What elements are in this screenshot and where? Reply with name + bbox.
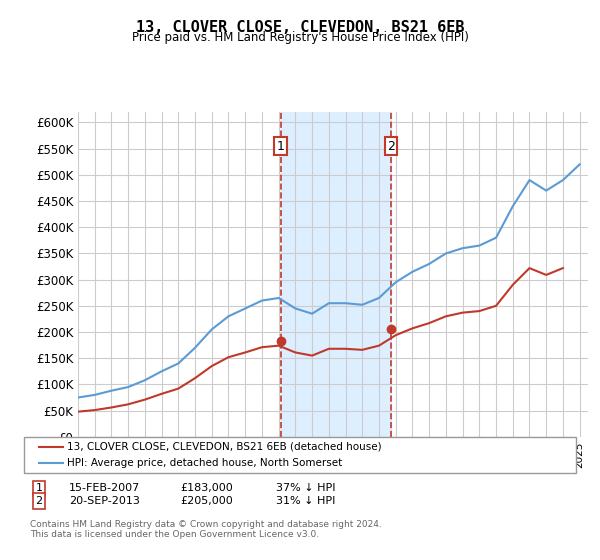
Text: 2: 2 [35,496,43,506]
Text: £205,000: £205,000 [180,496,233,506]
Text: 1: 1 [35,483,43,493]
Text: 13, CLOVER CLOSE, CLEVEDON, BS21 6EB: 13, CLOVER CLOSE, CLEVEDON, BS21 6EB [136,20,464,35]
Text: 31% ↓ HPI: 31% ↓ HPI [276,496,335,506]
Text: 15-FEB-2007: 15-FEB-2007 [69,483,140,493]
Text: 2: 2 [387,139,395,152]
Text: 37% ↓ HPI: 37% ↓ HPI [276,483,335,493]
Text: £183,000: £183,000 [180,483,233,493]
Bar [281,112,391,437]
Text: 20-SEP-2013: 20-SEP-2013 [69,496,140,506]
Text: Contains HM Land Registry data © Crown copyright and database right 2024.
This d: Contains HM Land Registry data © Crown c… [30,520,382,539]
Text: HPI: Average price, detached house, North Somerset: HPI: Average price, detached house, Nort… [67,458,343,468]
Text: Price paid vs. HM Land Registry's House Price Index (HPI): Price paid vs. HM Land Registry's House … [131,31,469,44]
Text: 13, CLOVER CLOSE, CLEVEDON, BS21 6EB (detached house): 13, CLOVER CLOSE, CLEVEDON, BS21 6EB (de… [67,442,382,452]
Text: 1: 1 [277,139,284,152]
